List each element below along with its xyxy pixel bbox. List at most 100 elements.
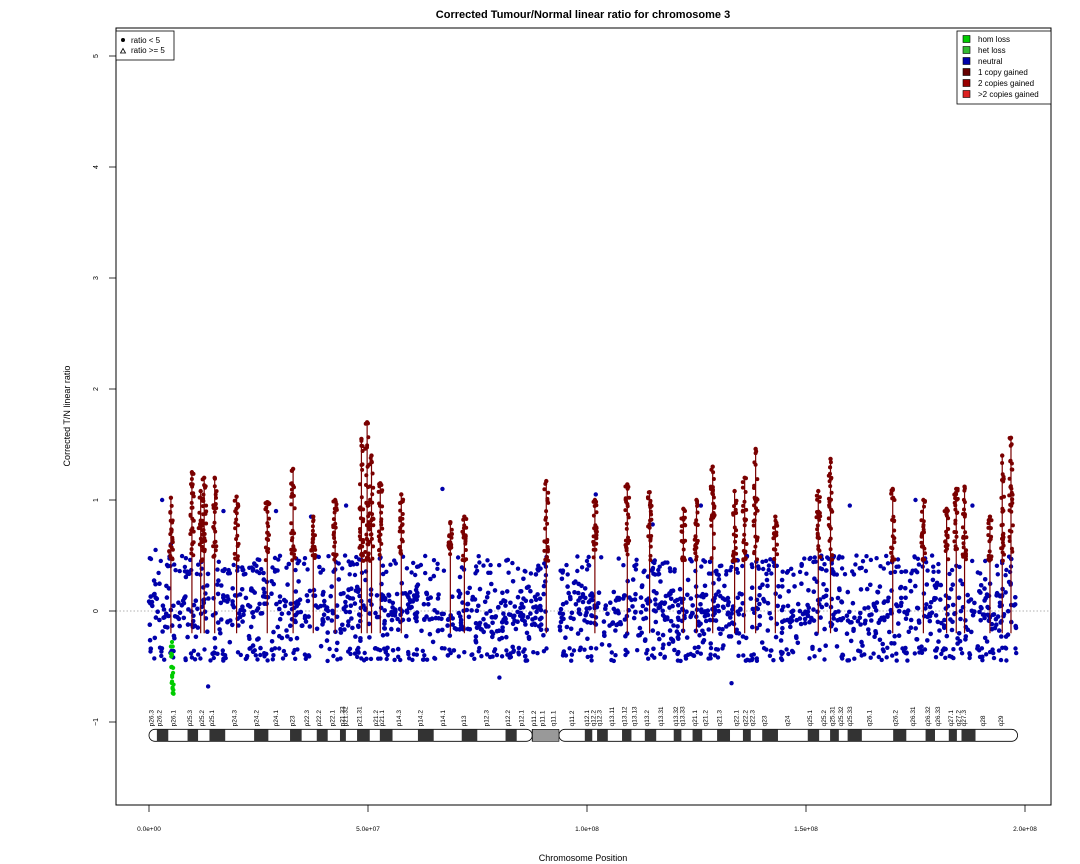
gain-point (1002, 494, 1006, 499)
neutral-point (275, 624, 281, 630)
neutral-point (500, 625, 505, 630)
gain-point (214, 495, 218, 500)
neutral-point (347, 609, 353, 615)
neutral-point (831, 616, 836, 621)
gain-point (743, 490, 748, 494)
gain-point (201, 492, 206, 497)
legend-label: het loss (978, 46, 1006, 55)
gain-point (679, 529, 684, 534)
neutral-point (880, 647, 886, 652)
neutral-point (633, 567, 639, 572)
neutral-point (847, 503, 852, 508)
neutral-point (844, 613, 850, 618)
x-tick-label: 5.0e+07 (356, 826, 380, 833)
neutral-point (715, 603, 721, 609)
gain-point (944, 542, 949, 547)
neutral-point (725, 602, 731, 608)
band-label: p25.3 (187, 710, 194, 727)
gain-point (963, 530, 968, 535)
neutral-point (691, 653, 697, 658)
neutral-point (696, 623, 702, 628)
neutral-point (508, 600, 513, 606)
neutral-point (748, 596, 754, 601)
neutral-point (380, 633, 386, 638)
neutral-point (321, 603, 327, 608)
gain-point (214, 489, 219, 494)
neutral-point (784, 570, 790, 575)
neutral-point (718, 631, 723, 637)
neutral-point (566, 590, 571, 596)
gain-point (692, 537, 697, 542)
gain-point (694, 522, 699, 527)
gain-point (817, 548, 822, 553)
legend-swatch (962, 68, 971, 76)
neutral-point (769, 648, 774, 653)
band-label: q13.31 (658, 706, 665, 726)
neutral-point (420, 648, 425, 654)
neutral-point (722, 583, 727, 589)
gain-point (291, 483, 296, 488)
neutral-point (601, 619, 607, 624)
neutral-point (382, 626, 387, 631)
neutral-point (690, 610, 695, 616)
neutral-point (489, 581, 494, 587)
gain-point (889, 550, 893, 555)
neutral-point (734, 627, 739, 633)
neutral-point (718, 593, 723, 599)
neutral-point (564, 562, 569, 568)
neutral-point (516, 652, 522, 657)
neutral-point (885, 612, 890, 618)
neutral-point (380, 571, 386, 577)
neutral-point (981, 612, 987, 617)
neutral-point (456, 610, 462, 616)
neutral-point (607, 623, 612, 628)
neutral-point (481, 629, 487, 635)
neutral-point (834, 572, 839, 577)
neutral-point (888, 607, 894, 613)
gain-point (946, 557, 951, 562)
neutral-point (869, 618, 874, 623)
neutral-point (741, 612, 746, 618)
neutral-point (666, 641, 672, 647)
gain-point (775, 552, 780, 557)
neutral-point (338, 630, 344, 635)
gain-point (1009, 490, 1014, 495)
neutral-point (528, 588, 533, 594)
band-label: q25.2 (821, 710, 828, 727)
neutral-point (484, 595, 490, 600)
neutral-point (183, 656, 188, 661)
neutral-point (262, 601, 267, 606)
gain-point (919, 540, 924, 545)
neutral-point (684, 635, 690, 640)
neutral-point (1003, 590, 1008, 595)
neutral-point (183, 574, 189, 580)
gain-point (200, 504, 205, 509)
ideogram-dark-band (584, 729, 593, 742)
neutral-point (914, 605, 920, 611)
gain-point (649, 512, 654, 517)
y-axis-label: Corrected T/N linear ratio (62, 366, 72, 467)
neutral-point (281, 648, 287, 654)
neutral-point (903, 585, 908, 591)
gain-point (1007, 528, 1012, 533)
neutral-point (939, 651, 944, 657)
gain-point (961, 512, 965, 516)
neutral-point (334, 647, 339, 653)
neutral-point (484, 611, 489, 616)
gain-point (752, 486, 756, 490)
neutral-point (176, 600, 181, 605)
gain-point (201, 499, 206, 503)
neutral-point (472, 656, 477, 661)
gain-point (753, 462, 758, 467)
gain-point (292, 548, 297, 553)
neutral-point (382, 646, 387, 651)
gain-peak-point (198, 488, 203, 494)
ideogram-dark-band (762, 729, 778, 742)
neutral-point (221, 568, 226, 574)
band-label: q26.2 (893, 710, 900, 727)
neutral-point (849, 620, 854, 625)
gain-point (733, 546, 738, 550)
gain-point (332, 536, 337, 540)
neutral-point (991, 650, 996, 656)
neutral-point (607, 643, 612, 648)
